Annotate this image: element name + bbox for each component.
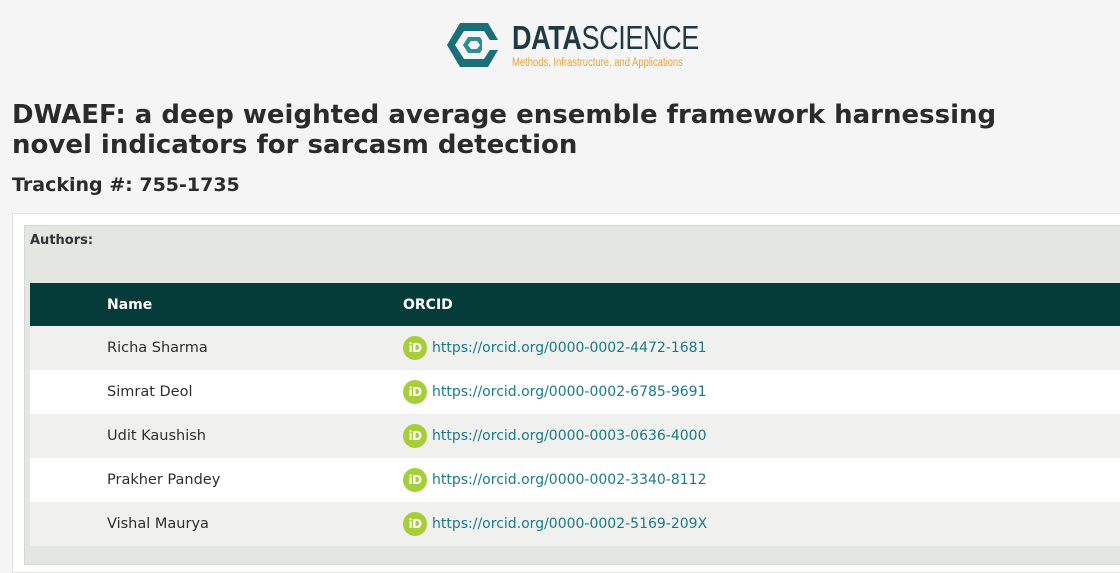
- authors-table: Name ORCID Richa Sharma iD https://orcid.o…: [30, 283, 1120, 546]
- column-header-name[interactable]: Name: [30, 283, 403, 326]
- author-name: Richa Sharma: [30, 326, 403, 370]
- orcid-wrapper: iD https://orcid.org/0000-0002-6785-9691: [403, 380, 1120, 404]
- orcid-link[interactable]: https://orcid.org/0000-0002-5169-209X: [432, 516, 708, 532]
- logo-tagline: Methods, Infrastructure, and Application…: [512, 57, 683, 69]
- author-orcid-cell: iD https://orcid.org/0000-0002-4472-1681: [403, 326, 1120, 370]
- table-header-row: Name ORCID: [30, 283, 1120, 326]
- table-row: Vishal Maurya iD https://orcid.org/0000-00…: [30, 502, 1120, 546]
- tracking-number: Tracking #: 755-1735: [12, 174, 240, 196]
- hexagon-logo-icon: [447, 23, 502, 67]
- table-row: Richa Sharma iD https://orcid.org/0000-000…: [30, 326, 1120, 370]
- orcid-wrapper: iD https://orcid.org/0000-0003-0636-4000: [403, 424, 1120, 448]
- authors-section: Authors: Name ORCID Richa Sharma iD https:…: [24, 225, 1120, 565]
- authors-label: Authors:: [30, 233, 94, 248]
- content-panel: Authors: Name ORCID Richa Sharma iD https:…: [12, 213, 1120, 573]
- orcid-id-icon: iD: [403, 512, 427, 536]
- author-name: Prakher Pandey: [30, 458, 403, 502]
- author-name: Vishal Maurya: [30, 502, 403, 546]
- orcid-link[interactable]: https://orcid.org/0000-0003-0636-4000: [432, 428, 707, 444]
- orcid-link[interactable]: https://orcid.org/0000-0002-4472-1681: [432, 340, 707, 356]
- orcid-link[interactable]: https://orcid.org/0000-0002-3340-8112: [432, 472, 707, 488]
- logo-wordmark-light: SCIENCE: [581, 19, 700, 56]
- orcid-link[interactable]: https://orcid.org/0000-0002-6785-9691: [432, 384, 707, 400]
- logo-wordmark: DATASCIENCE: [512, 20, 699, 56]
- table-row: Udit Kaushish iD https://orcid.org/0000-00…: [30, 414, 1120, 458]
- orcid-wrapper: iD https://orcid.org/0000-0002-4472-1681: [403, 336, 1120, 360]
- page-title: DWAEF: a deep weighted average ensemble …: [12, 100, 997, 160]
- orcid-wrapper: iD https://orcid.org/0000-0002-5169-209X: [403, 512, 1120, 536]
- column-header-orcid[interactable]: ORCID: [403, 283, 1120, 326]
- orcid-id-icon: iD: [403, 468, 427, 492]
- table-row: Prakher Pandey iD https://orcid.org/0000-0…: [30, 458, 1120, 502]
- author-name: Simrat Deol: [30, 370, 403, 414]
- site-header: DATASCIENCE Methods, Infrastructure, and…: [0, 0, 1120, 96]
- table-row: Simrat Deol iD https://orcid.org/0000-0002…: [30, 370, 1120, 414]
- author-orcid-cell: iD https://orcid.org/0000-0002-3340-8112: [403, 458, 1120, 502]
- author-orcid-cell: iD https://orcid.org/0000-0003-0636-4000: [403, 414, 1120, 458]
- logo-wordmark-bold: DATA: [512, 19, 582, 56]
- author-orcid-cell: iD https://orcid.org/0000-0002-6785-9691: [403, 370, 1120, 414]
- orcid-id-icon: iD: [403, 336, 427, 360]
- author-name: Udit Kaushish: [30, 414, 403, 458]
- author-orcid-cell: iD https://orcid.org/0000-0002-5169-209X: [403, 502, 1120, 546]
- site-logo[interactable]: DATASCIENCE Methods, Infrastructure, and…: [446, 20, 740, 70]
- orcid-wrapper: iD https://orcid.org/0000-0002-3340-8112: [403, 468, 1120, 492]
- orcid-id-icon: iD: [403, 380, 427, 404]
- orcid-id-icon: iD: [403, 424, 427, 448]
